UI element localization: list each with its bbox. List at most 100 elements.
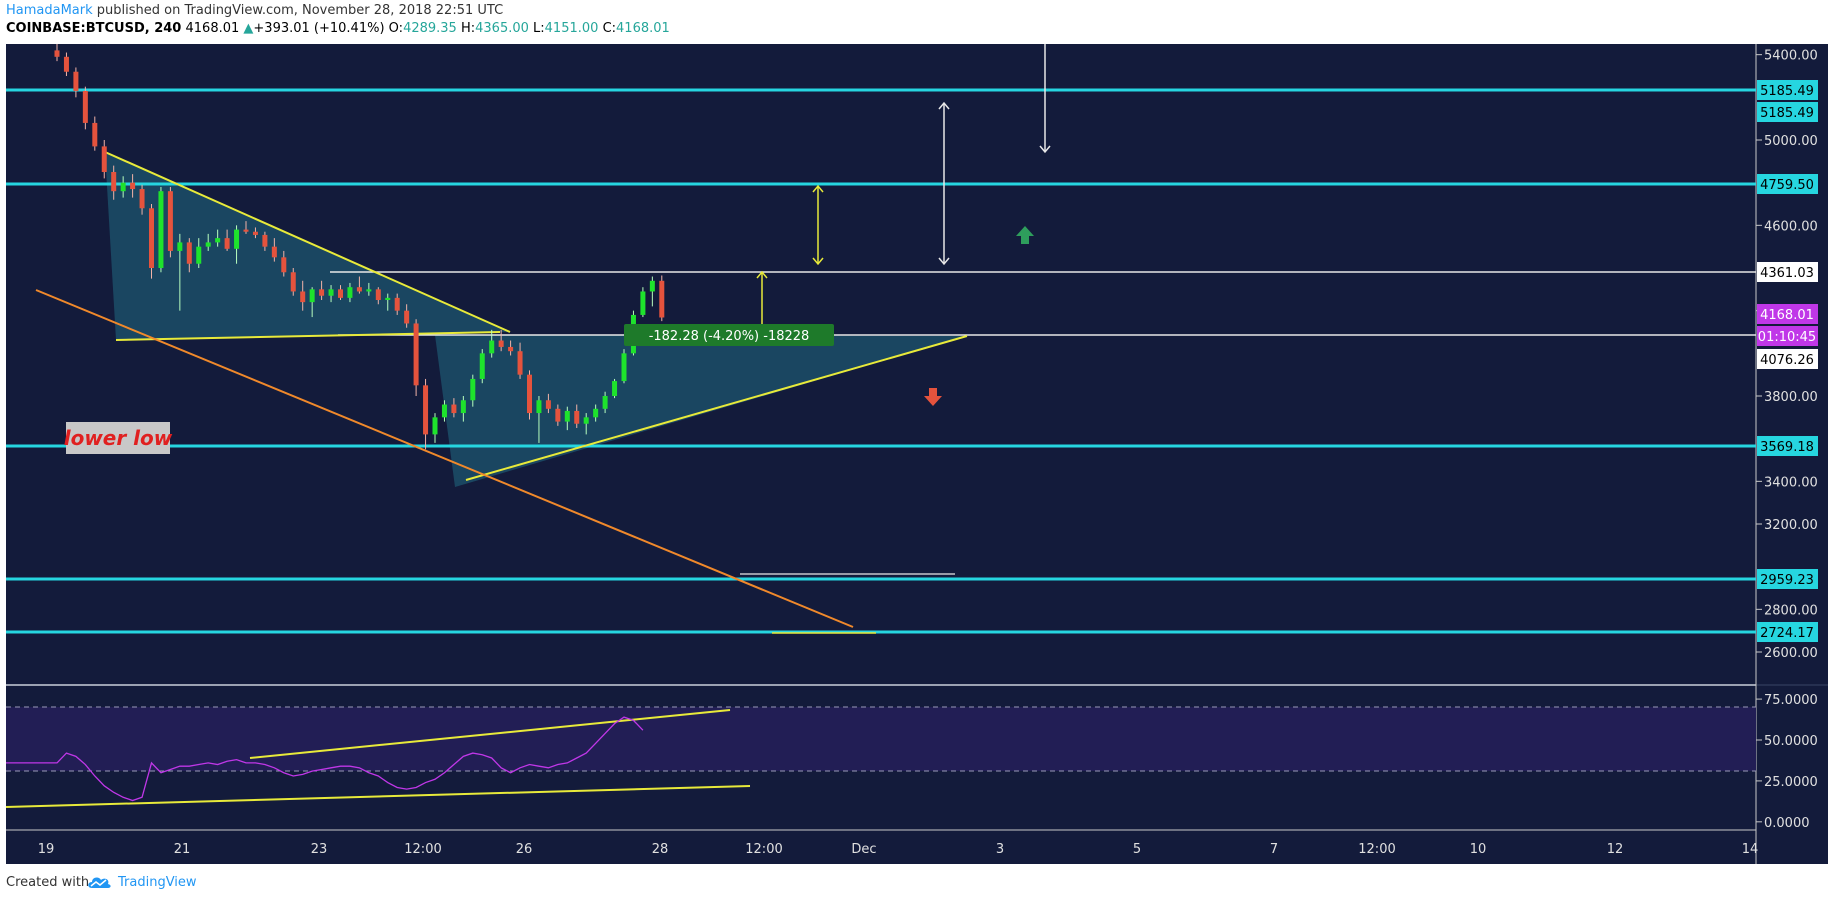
- footer: Created with TradingView: [0, 866, 1828, 899]
- candle-body: [338, 289, 343, 298]
- x-tick-label: 7: [1270, 842, 1278, 857]
- up-triangle-icon: ▲: [243, 21, 254, 36]
- candle-body: [167, 191, 173, 251]
- rsi-tick-label: 50.0000: [1764, 734, 1818, 749]
- candle-body: [139, 189, 145, 209]
- candle-body: [54, 50, 60, 57]
- x-tick-label: 12:00: [745, 842, 782, 857]
- candle-body: [82, 90, 88, 123]
- lower-low-note: lower low: [64, 426, 173, 450]
- price-level-label: 4168.01: [1760, 308, 1814, 323]
- candle-body: [300, 291, 306, 303]
- price-level-tag: [1757, 262, 1818, 282]
- price-level-tag: [1757, 349, 1818, 369]
- candle-body: [111, 172, 117, 192]
- close-label: C:: [602, 21, 617, 36]
- red-down-arrow-icon: [924, 388, 942, 406]
- publish-info: published on TradingView.com, November 2…: [96, 3, 504, 18]
- x-tick-label: 28: [652, 842, 669, 857]
- ascending-trendline[interactable]: [465, 335, 968, 481]
- descending-trendline[interactable]: [104, 151, 511, 333]
- y-tick-label: 3400.00: [1764, 475, 1818, 490]
- candle-body: [234, 229, 240, 249]
- tradingview-cloud-icon: [88, 877, 111, 888]
- price-level-tag: [1757, 80, 1818, 100]
- candle-body: [574, 410, 580, 424]
- candle-body: [101, 146, 107, 172]
- low-value: 4151.00: [544, 21, 599, 36]
- descending-triangle: [105, 152, 510, 340]
- rsi-upper-trendline[interactable]: [249, 709, 731, 759]
- price-level-tag: [1757, 304, 1818, 324]
- x-tick-label: 14: [1742, 842, 1759, 857]
- measure-label-box: [624, 324, 834, 346]
- candle-body: [545, 400, 551, 409]
- candle-body: [224, 238, 230, 249]
- publish-line: HamadaMark published on TradingView.com,…: [6, 3, 503, 18]
- symbol-label[interactable]: COINBASE:BTCUSD, 240: [6, 21, 182, 36]
- ohlc-line: COINBASE:BTCUSD, 240 4168.01 ▲+393.01 (+…: [6, 21, 670, 36]
- candle-body: [130, 182, 136, 190]
- author-link[interactable]: HamadaMark: [6, 3, 93, 18]
- lower-low-box: [66, 422, 170, 454]
- price-level-label: 4759.50: [1760, 178, 1814, 193]
- x-tick-label: 21: [174, 842, 191, 857]
- price-level-tag: [1757, 569, 1818, 589]
- chart-header: HamadaMark published on TradingView.com,…: [0, 0, 1828, 44]
- green-up-arrow-icon: [1016, 226, 1034, 244]
- candle-body: [394, 297, 400, 311]
- price-level-label: 4361.03: [1760, 266, 1814, 281]
- y-tick-label: 5400.00: [1764, 49, 1818, 64]
- candle-body: [527, 374, 532, 414]
- price-level-label: 2959.23: [1760, 573, 1814, 588]
- candle-body: [271, 246, 277, 258]
- candle-body: [92, 122, 98, 147]
- price-level-labels: 5185.49 5185.49 4759.50 4361.03 4168.01 01:10…: [1757, 80, 1818, 642]
- candle-body: [583, 417, 589, 424]
- price-chart[interactable]: 19 21 23 12:00 26 28 12:00 Dec 3 5 7 12:00 10 12 14 54…: [0, 0, 1828, 866]
- candle-body: [328, 289, 334, 296]
- candle-body: [479, 353, 485, 379]
- measure-label: -182.28 (-4.20%) -18228: [649, 329, 810, 344]
- candle-body: [186, 242, 192, 264]
- rsi-tick-label: 75.0000: [1764, 693, 1818, 708]
- price-level-tag: [1757, 102, 1818, 122]
- rsi-tick-label: 25.0000: [1764, 775, 1818, 790]
- low-label: L:: [533, 21, 545, 36]
- candle-body: [205, 242, 211, 247]
- candle-body: [366, 289, 372, 292]
- candle-body: [517, 351, 523, 375]
- ascending-triangle: [435, 335, 967, 487]
- candle-body: [215, 238, 221, 243]
- channel-trendline[interactable]: [35, 289, 854, 628]
- tradingview-link[interactable]: TradingView: [118, 875, 197, 890]
- price-level-tag: [1757, 436, 1818, 456]
- open-value: 4289.35: [403, 21, 457, 36]
- candle-body: [423, 385, 429, 435]
- rsi-lower-trendline[interactable]: [5, 785, 751, 808]
- price-level-label: 3569.18: [1760, 440, 1814, 455]
- last-price: 4168.01: [185, 21, 240, 36]
- price-level-tag: [1757, 622, 1818, 642]
- main-pane[interactable]: [6, 44, 1756, 684]
- candle-body: [73, 71, 79, 91]
- triangle-base-line[interactable]: [115, 331, 501, 341]
- candle-body: [621, 353, 627, 382]
- rsi-line: [6, 716, 644, 802]
- candle-body: [120, 182, 126, 192]
- candle-body: [640, 291, 646, 315]
- candle-body: [262, 234, 268, 247]
- x-tick-label: 3: [996, 842, 1004, 857]
- y-tick-label: 3200.00: [1764, 518, 1818, 533]
- candle-body: [347, 287, 353, 298]
- candle-body: [555, 408, 561, 422]
- time-axis[interactable]: [6, 830, 1828, 864]
- x-tick-label: 23: [311, 842, 328, 857]
- x-tick-label: 26: [516, 842, 533, 857]
- candle-body: [149, 208, 154, 268]
- y-tick-label: 2600.00: [1764, 646, 1818, 661]
- candle-body: [413, 323, 419, 386]
- candle-body: [564, 410, 570, 422]
- candle-body: [385, 297, 391, 300]
- x-tick-label: 10: [1470, 842, 1487, 857]
